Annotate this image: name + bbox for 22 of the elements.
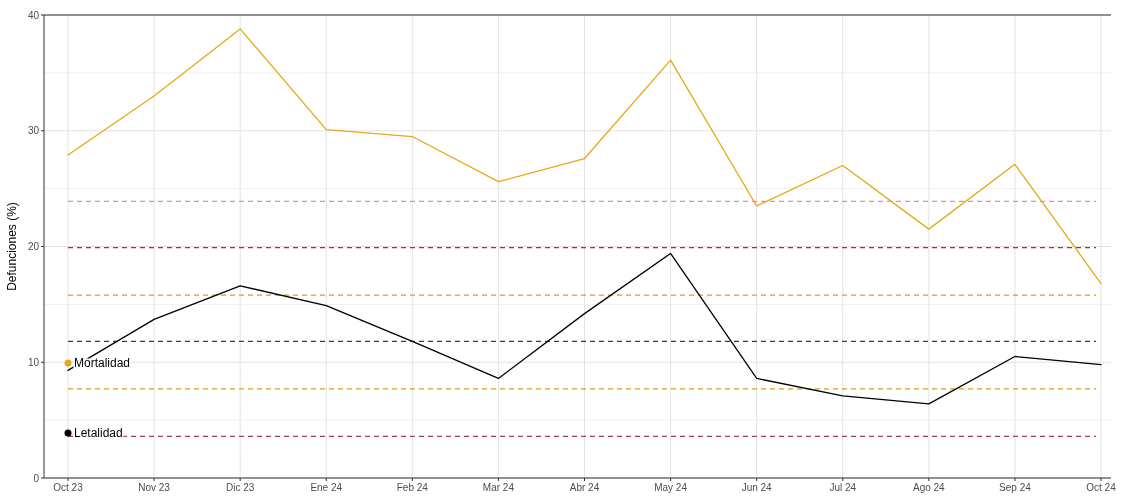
x-tick-label: Mar 24 [482, 482, 515, 493]
x-tick-label: Nov 23 [138, 482, 171, 493]
x-tick-label: Oct 23 [53, 482, 84, 493]
x-tick-label: Sep 24 [999, 482, 1032, 493]
x-tick-label: Abr 24 [569, 482, 600, 493]
line-series [67, 252, 1102, 405]
y-tick-label: 0 [33, 472, 40, 484]
y-tick-label: 10 [27, 356, 40, 368]
y-tick-label: 40 [27, 9, 40, 21]
x-tick-label: Dic 23 [225, 482, 255, 493]
x-tick-label: Feb 24 [396, 482, 429, 493]
y-tick-label: 30 [27, 125, 40, 137]
x-tick-label: May 24 [654, 482, 688, 493]
y-axis-title: Defunciones (%) [5, 202, 19, 291]
legend-label: Letalidad [74, 426, 123, 440]
x-tick-label: Jul 24 [829, 482, 857, 493]
x-tick-label: Ago 24 [912, 482, 946, 493]
line-series [67, 28, 1102, 285]
y-tick-label: 20 [27, 241, 40, 252]
x-tick-label: Jun 24 [741, 482, 773, 493]
x-tick-label: Oct 24 [1086, 482, 1117, 493]
x-tick-label: Ene 24 [310, 482, 343, 493]
